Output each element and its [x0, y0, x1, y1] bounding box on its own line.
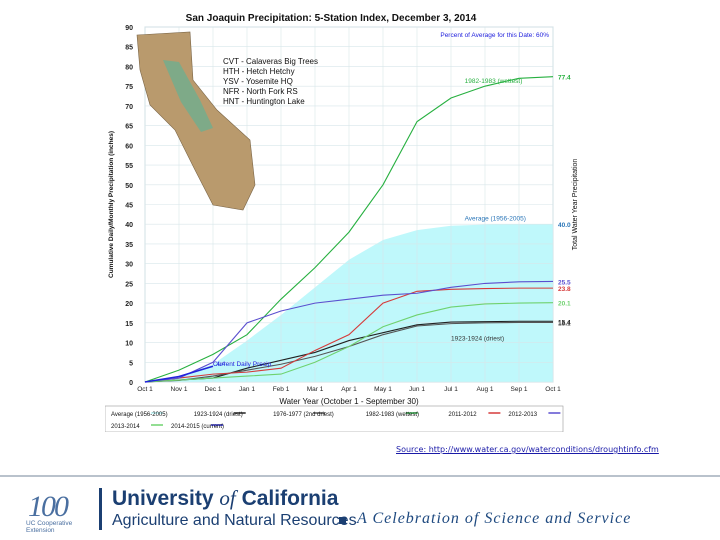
series-end-label: 15.1	[558, 320, 571, 327]
footer-banner	[0, 466, 720, 540]
y-tick-label: 20	[125, 301, 133, 308]
y-tick-label: 30	[125, 262, 133, 269]
legend-item: 2013-2014	[111, 424, 140, 430]
legend-box	[105, 405, 564, 432]
tagline: A Celebration of Science and Service	[357, 510, 632, 527]
centennial-logo: 100	[28, 490, 69, 523]
series-end-label: 25.5	[558, 279, 571, 286]
x-tick-label: May 1	[374, 386, 392, 393]
university-word: University	[112, 487, 214, 510]
y-tick-label: 50	[125, 183, 133, 190]
y-tick-label: 55	[125, 163, 133, 170]
y-tick-label: 80	[125, 64, 133, 71]
legend-item: 1982-1983 (wettest)	[366, 412, 419, 418]
division-name: Agriculture and Natural Resources	[112, 512, 357, 529]
x-tick-label: Aug 1	[477, 386, 494, 393]
logo-separator	[99, 488, 102, 530]
series-end-label: 15.4	[558, 319, 571, 326]
station-key-item: CVT - Calaveras Big Trees	[223, 57, 318, 66]
y-tick-label: 45	[125, 203, 133, 210]
legend-item: 1923-1924 (driest)	[194, 412, 243, 418]
y-tick-label: 90	[125, 25, 133, 32]
station-key-item: HNT - Huntington Lake	[223, 97, 305, 106]
chart-subtitle: Percent of Average for this Date: 60%	[440, 32, 549, 39]
average-end-label: 40.0	[558, 222, 571, 229]
station-key-item: YSV - Yosemite HQ	[223, 77, 293, 86]
legend-item: Average (1956-2005)	[111, 412, 168, 418]
annotation-label: 4.4	[216, 361, 225, 368]
footer-divider	[0, 475, 720, 477]
x-tick-label: Feb 1	[273, 386, 290, 393]
y-tick-label: 10	[125, 341, 133, 348]
annotation-label: Average (1956-2005)	[465, 215, 526, 222]
university-name-word: California	[241, 487, 339, 510]
x-tick-label: Jul 1	[444, 386, 458, 393]
series-end-label: 23.8	[558, 286, 571, 293]
x-tick-label: Mar 1	[307, 386, 324, 393]
y-tick-label: 70	[125, 104, 133, 111]
y-tick-label: 40	[125, 222, 133, 229]
square-bullet-icon	[339, 517, 346, 524]
x-tick-label: Nov 1	[171, 386, 188, 393]
x-tick-label: Sep 1	[511, 386, 528, 393]
x-tick-label: Oct 1	[137, 386, 153, 393]
legend-item: 1976-1977 (2nd driest)	[273, 412, 334, 418]
y-tick-label: 60	[125, 143, 133, 150]
y-tick-label: 85	[125, 45, 133, 52]
series-line	[144, 280, 554, 383]
precipitation-chart: 0 5 10 15 20 25 30 35 40 45 50 55 60 65 70 75 80 85 90 Oct …	[105, 10, 580, 432]
station-key-item: NFR - North Fork RS	[223, 87, 298, 96]
x-tick-label: Jan 1	[239, 386, 255, 393]
series-line	[144, 365, 214, 383]
series-end-label: 77.4	[558, 75, 571, 82]
central-valley-shape	[163, 60, 213, 132]
chart-title: San Joaquin Precipitation: 5-Station Ind…	[186, 13, 477, 24]
station-key-item: HTH - Hetch Hetchy	[223, 67, 295, 76]
university-title: University of California	[112, 486, 338, 511]
series-line	[144, 76, 554, 383]
x-tick-label: Apr 1	[341, 386, 357, 393]
y-axis-label-right: Total Water Year Precipitation	[572, 159, 579, 251]
y-tick-label: 5	[129, 360, 133, 367]
y-tick-label: 25	[125, 281, 133, 288]
y-tick-label: 35	[125, 242, 133, 249]
y-tick-label: 0	[129, 380, 133, 387]
series-line	[144, 287, 553, 383]
source-link[interactable]: Source: http://www.water.ca.gov/watercon…	[396, 445, 659, 454]
y-tick-label: 15	[125, 321, 133, 328]
x-tick-label: Dec 1	[205, 386, 222, 393]
legend-item: 2011-2012	[448, 412, 477, 418]
legend-item: 2012-2013	[508, 412, 537, 418]
y-axis-label: Cumulative Daily/Monthly Precipitation (…	[108, 131, 115, 278]
y-tick-label: 65	[125, 124, 133, 131]
chart-svg: 0 5 10 15 20 25 30 35 40 45 50 55 60 65 70 75 80 85 90 Oct …	[105, 13, 579, 432]
y-tick-label: 75	[125, 84, 133, 91]
annotation-label: Current Daily Precip.	[213, 361, 273, 368]
x-axis-label: Water Year (October 1 - September 30)	[279, 397, 419, 406]
legend-item: 2014-2015 (current)	[171, 424, 224, 430]
series-line	[144, 302, 554, 383]
series-end-label: 20.1	[558, 301, 571, 308]
logo-subtitle: UC Cooperative Extension	[26, 520, 73, 534]
annotation-label: 1923-1924 (driest)	[451, 336, 504, 343]
x-tick-label: Jun 1	[409, 386, 425, 393]
x-tick-label: Oct 1	[545, 386, 561, 393]
university-of-word: of	[219, 486, 236, 510]
annotation-label: 1982-1983 (wettest)	[465, 78, 523, 85]
